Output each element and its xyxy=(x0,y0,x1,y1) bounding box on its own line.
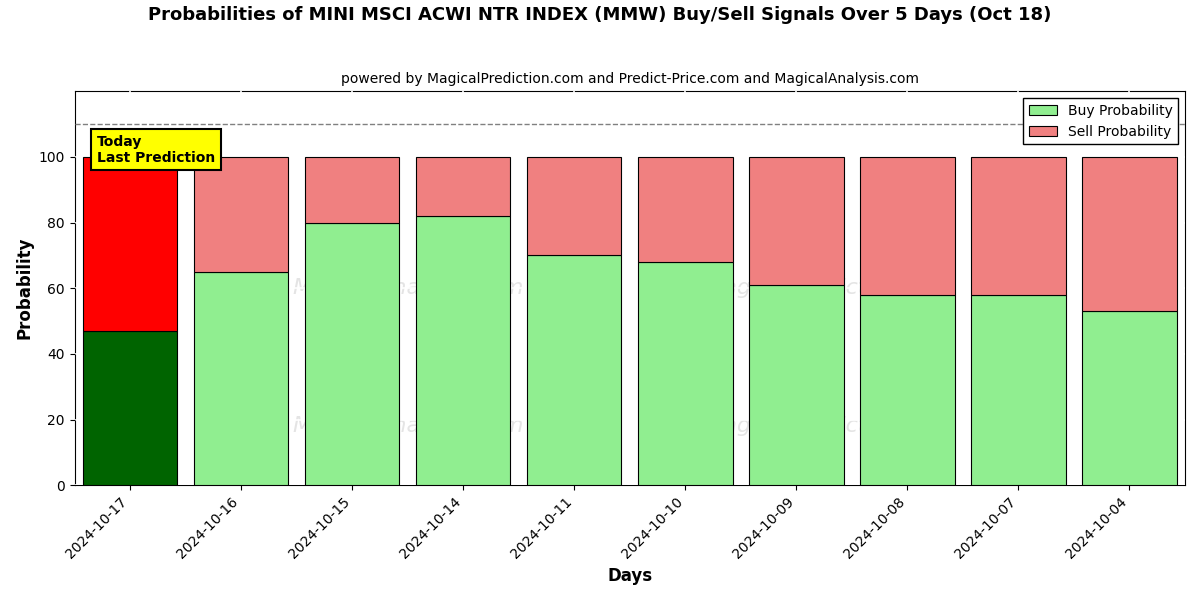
Bar xyxy=(860,295,955,485)
Text: Today
Last Prediction: Today Last Prediction xyxy=(97,134,215,165)
X-axis label: Days: Days xyxy=(607,567,653,585)
Legend: Buy Probability, Sell Probability: Buy Probability, Sell Probability xyxy=(1024,98,1178,145)
Bar xyxy=(1082,311,1177,485)
Bar xyxy=(638,262,732,485)
Bar xyxy=(971,157,1066,295)
Bar xyxy=(194,157,288,272)
Bar xyxy=(527,157,622,256)
Bar xyxy=(527,256,622,485)
Text: MagicalPrediction.com: MagicalPrediction.com xyxy=(704,278,955,298)
Bar xyxy=(860,157,955,295)
Bar xyxy=(416,216,510,485)
Bar xyxy=(305,157,400,223)
Bar xyxy=(305,223,400,485)
Bar xyxy=(749,285,844,485)
Bar xyxy=(749,157,844,285)
Text: Probabilities of MINI MSCI ACWI NTR INDEX (MMW) Buy/Sell Signals Over 5 Days (Oc: Probabilities of MINI MSCI ACWI NTR INDE… xyxy=(149,6,1051,24)
Bar xyxy=(1082,157,1177,311)
Bar xyxy=(416,157,510,216)
Text: MagicalAnalysis.com: MagicalAnalysis.com xyxy=(292,278,523,298)
Bar xyxy=(638,157,732,262)
Y-axis label: Probability: Probability xyxy=(16,237,34,340)
Text: MagicalPrediction.com: MagicalPrediction.com xyxy=(704,416,955,436)
Title: powered by MagicalPrediction.com and Predict-Price.com and MagicalAnalysis.com: powered by MagicalPrediction.com and Pre… xyxy=(341,72,919,86)
Bar xyxy=(971,295,1066,485)
Bar xyxy=(194,272,288,485)
Bar xyxy=(83,157,178,331)
Text: MagicalAnalysis.com: MagicalAnalysis.com xyxy=(292,416,523,436)
Bar xyxy=(83,331,178,485)
